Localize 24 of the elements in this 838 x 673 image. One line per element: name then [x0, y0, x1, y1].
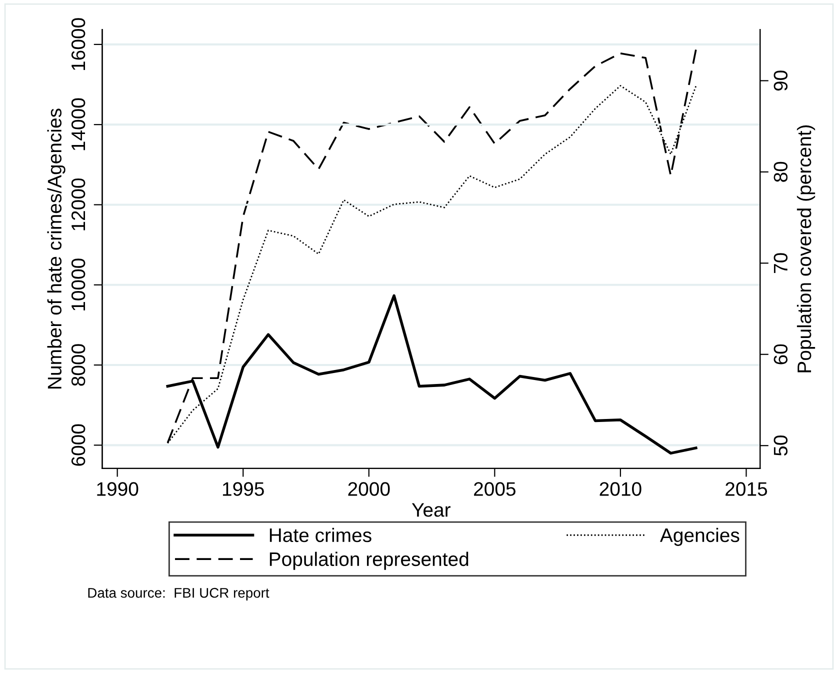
y2-tick-label: 80 — [774, 162, 788, 182]
source-note: Data source: FBI UCR report — [88, 588, 270, 601]
x-tick-label: 2000 — [348, 482, 390, 496]
x-axis-title: Year — [412, 503, 450, 517]
x-tick-label: 2005 — [474, 482, 516, 496]
y-tick-label: 12000 — [71, 178, 86, 230]
x-tick-label: 2010 — [600, 482, 642, 496]
y2-tick-label: 90 — [774, 70, 788, 91]
y-tick-label: 14000 — [71, 98, 86, 150]
x-tick-label: 1995 — [222, 482, 264, 496]
y-tick-label: 16000 — [71, 18, 86, 70]
legend-label: Agencies — [660, 528, 740, 546]
y2-axis-title: Population covered (percent) — [796, 125, 816, 372]
y-tick-label: 8000 — [71, 344, 86, 386]
y2-tick-label: 60 — [774, 344, 788, 364]
x-tick-label: 2015 — [726, 482, 768, 496]
y2-tick-label: 70 — [774, 253, 788, 273]
y2-tick-label: 50 — [774, 436, 788, 456]
y-axis-title: Number of hate crimes/Agencies — [47, 108, 66, 388]
x-tick-label: 1990 — [97, 482, 138, 496]
y-tick-label: 6000 — [71, 424, 86, 466]
legend-label: Hate crimes — [270, 528, 372, 542]
legend-label: Population represented — [270, 552, 468, 570]
y-tick-label: 10000 — [71, 258, 86, 310]
